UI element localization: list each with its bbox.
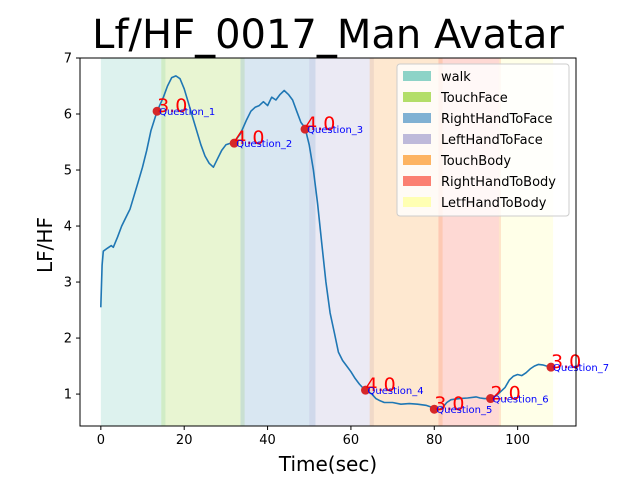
- score-label: 3.0: [551, 351, 581, 373]
- legend-box: [396, 63, 570, 217]
- y-tick-label: 1: [64, 388, 72, 403]
- activity-regions: [100, 58, 554, 426]
- legend-swatch: [403, 155, 431, 165]
- region-righthandtoface: [240, 58, 316, 426]
- x-tick-label: 40: [259, 433, 276, 448]
- question-point: [486, 394, 496, 404]
- question-point: [361, 385, 371, 395]
- y-tick-label: 3: [64, 276, 72, 291]
- y-tick-label: 6: [64, 108, 72, 123]
- legend-label: LeftHandToFace: [441, 133, 543, 148]
- score-label: 2.0: [491, 383, 521, 405]
- y-tick-label: 4: [64, 220, 72, 235]
- question-label: Question_5: [436, 405, 492, 416]
- plot-frame: [79, 57, 577, 427]
- question-label: Question_4: [368, 386, 424, 397]
- x-tick-label: 60: [343, 433, 360, 448]
- question-point: [152, 106, 162, 116]
- score-label: 4.0: [305, 113, 335, 135]
- legend-label: RightHandToBody: [441, 175, 556, 190]
- legend-swatch: [403, 176, 431, 186]
- region-touchface: [161, 58, 245, 426]
- chart-title: Lf/HF_0017_Man Avatar: [92, 12, 564, 58]
- region-lefthandtoface: [309, 58, 374, 426]
- axes: 0 20 40 60 80 100 1 2 3 4 5 6 7: [64, 52, 577, 448]
- score-label: 4.0: [366, 374, 396, 396]
- x-axis-label: Time(sec): [278, 452, 377, 476]
- legend-label: TouchFace: [440, 91, 508, 106]
- legend-swatch: [403, 113, 431, 123]
- score-label: 3.0: [434, 393, 464, 415]
- question-label: Question_2: [236, 139, 292, 150]
- legend: walk TouchFace RightHandToFace LeftHandToFa…: [396, 63, 570, 217]
- question-label: Question_1: [159, 107, 215, 118]
- x-tick-label: 80: [426, 433, 443, 448]
- x-tick-label: 20: [176, 433, 193, 448]
- legend-swatch: [403, 71, 431, 81]
- question-point: [300, 124, 310, 134]
- y-tick-label: 7: [64, 52, 72, 67]
- y-tick-label: 2: [64, 332, 72, 347]
- lfhf-series: [100, 75, 552, 411]
- question-point: [546, 362, 556, 372]
- legend-swatch: [403, 92, 431, 102]
- question-markers: 3.0Question_14.0Question_24.0Question_34…: [152, 95, 609, 416]
- x-tick-label: 0: [97, 433, 105, 448]
- score-label: 3.0: [157, 95, 187, 117]
- legend-label: TouchBody: [440, 154, 511, 169]
- question-point: [429, 404, 439, 414]
- legend-label: LetfHandToBody: [441, 196, 547, 211]
- legend-swatch: [403, 197, 431, 207]
- score-label: 4.0: [234, 127, 264, 149]
- y-axis-label: LF/HF: [33, 217, 57, 273]
- x-tick-label: 100: [505, 433, 530, 448]
- legend-label: RightHandToFace: [441, 112, 553, 127]
- legend-label: walk: [441, 70, 471, 85]
- y-tick-label: 5: [64, 164, 72, 179]
- question-label: Question_7: [553, 363, 609, 374]
- question-label: Question_3: [307, 125, 363, 136]
- question-point: [229, 138, 239, 148]
- legend-swatch: [403, 134, 431, 144]
- series-line: [100, 75, 552, 411]
- question-label: Question_6: [493, 395, 549, 406]
